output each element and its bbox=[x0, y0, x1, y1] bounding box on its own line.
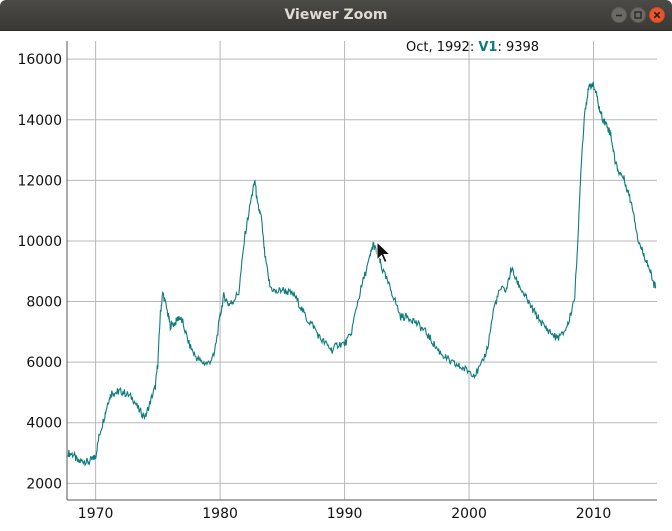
readout-value: 9398 bbox=[505, 40, 540, 55]
y-tick-label: 10000 bbox=[17, 234, 62, 250]
x-tick-label: 2010 bbox=[576, 506, 612, 522]
y-tick-label: 14000 bbox=[17, 113, 62, 129]
maximize-button[interactable] bbox=[630, 7, 646, 23]
x-tick-label: 1990 bbox=[327, 506, 363, 522]
y-tick-label: 4000 bbox=[26, 416, 62, 432]
close-button[interactable] bbox=[649, 7, 665, 23]
readout-series: V1 bbox=[478, 40, 498, 55]
close-icon bbox=[653, 11, 661, 19]
series-line-v1[interactable] bbox=[67, 81, 657, 467]
x-tick-label: 1970 bbox=[78, 506, 114, 522]
line-chart[interactable]: 1970 1980 1990 2000 2010 2000 4000 6000 8000 1000… bbox=[0, 31, 672, 531]
y-tick-label: 6000 bbox=[26, 355, 62, 371]
cursor-arrow-icon bbox=[376, 241, 392, 264]
title-bar[interactable]: Viewer Zoom bbox=[0, 0, 672, 31]
hover-readout: Oct, 1992: V1: 9398 bbox=[406, 40, 539, 55]
x-tick-label: 2000 bbox=[451, 506, 487, 522]
y-tick-label: 2000 bbox=[26, 476, 62, 492]
y-tick-label: 8000 bbox=[26, 295, 62, 311]
readout-separator: : bbox=[497, 40, 506, 55]
y-tick-label: 12000 bbox=[17, 173, 62, 189]
readout-label: Oct, 1992: bbox=[406, 40, 479, 55]
maximize-icon bbox=[634, 11, 642, 19]
window-title: Viewer Zoom bbox=[284, 7, 388, 23]
x-tick-label: 1980 bbox=[202, 506, 238, 522]
minimize-icon bbox=[616, 14, 622, 17]
y-tick-label: 16000 bbox=[17, 52, 62, 68]
minimize-button[interactable] bbox=[611, 7, 627, 23]
